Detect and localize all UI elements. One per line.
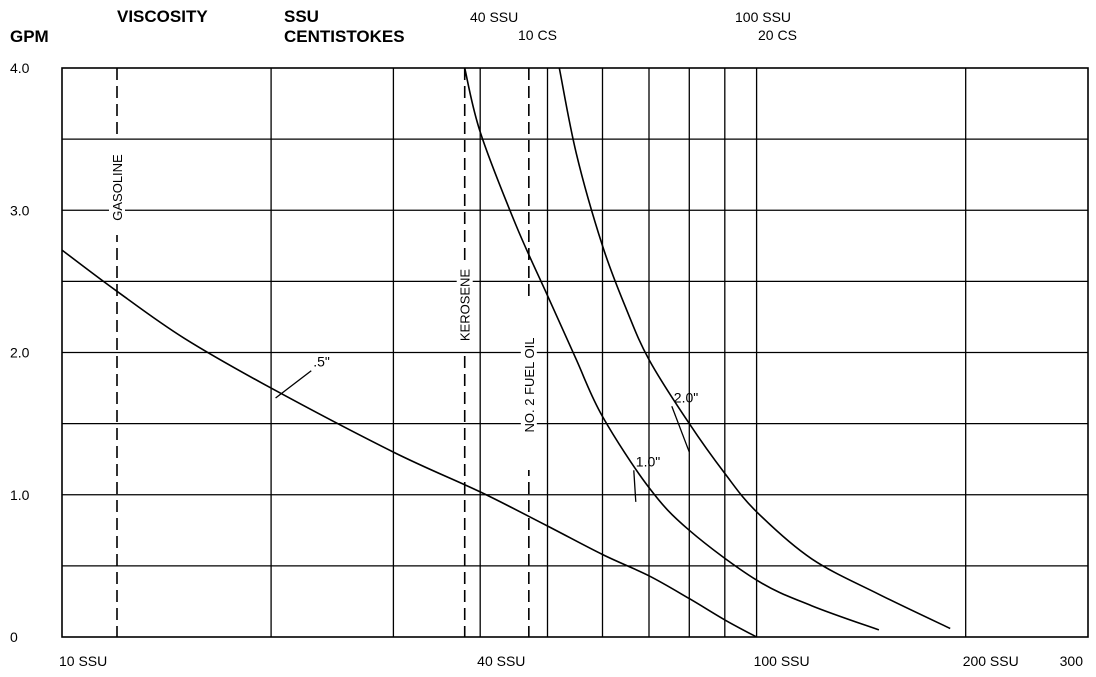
y-tick-label: 3.0 xyxy=(10,202,30,218)
series-curves xyxy=(61,67,951,638)
axis-ticks: 4.0 3.0 2.0 1.0 0 10 SSU 40 SSU 100 SSU 200 SSU 3… xyxy=(10,60,1083,669)
viscosity-heading: VISCOSITY xyxy=(117,7,208,26)
reference-lines: GASOLINE KEROSENE NO. 2 FUEL OIL xyxy=(108,68,537,637)
header-20-cs: 20 CS xyxy=(758,27,797,43)
series-label: .5" xyxy=(313,354,330,370)
series-label: 1.0" xyxy=(636,453,660,469)
series-line-2 xyxy=(463,67,880,631)
reference-label-backdrop xyxy=(108,140,125,235)
y-tick-label: 1.0 xyxy=(10,487,30,503)
chart-grid xyxy=(61,67,1089,638)
header-100-ssu: 100 SSU xyxy=(735,9,791,25)
series-line-1 xyxy=(61,249,757,638)
reference-label-backdrop xyxy=(456,260,473,350)
x-tick-label: 300 xyxy=(1060,653,1084,669)
callout-leader xyxy=(633,470,637,502)
reference-label-backdrop xyxy=(520,300,537,470)
chart-header: GPM VISCOSITY SSU CENTISTOKES 40 SSU 10 … xyxy=(10,7,797,46)
y-tick-label: 4.0 xyxy=(10,60,30,76)
x-tick-label: 10 SSU xyxy=(59,653,107,669)
x-tick-label: 200 SSU xyxy=(963,653,1019,669)
reference-label: GASOLINE xyxy=(110,154,125,221)
reference-label: KEROSENE xyxy=(458,269,473,342)
series-line-3 xyxy=(558,67,951,630)
x-tick-label: 40 SSU xyxy=(477,653,525,669)
header-10-cs: 10 CS xyxy=(518,27,557,43)
ssu-heading: SSU xyxy=(284,7,319,26)
y-tick-label: 2.0 xyxy=(10,345,30,361)
x-tick-label: 100 SSU xyxy=(754,653,810,669)
series-callouts: .5" 1.0" 2.0" xyxy=(275,354,698,502)
y-tick-label: 0 xyxy=(10,629,18,645)
callout-leader xyxy=(671,406,690,453)
reference-label: NO. 2 FUEL OIL xyxy=(522,338,537,433)
series-label: 2.0" xyxy=(674,389,698,405)
y-unit-label: GPM xyxy=(10,27,49,46)
header-40-ssu: 40 SSU xyxy=(470,9,518,25)
callout-leader xyxy=(275,370,312,399)
centistokes-heading: CENTISTOKES xyxy=(284,27,405,46)
